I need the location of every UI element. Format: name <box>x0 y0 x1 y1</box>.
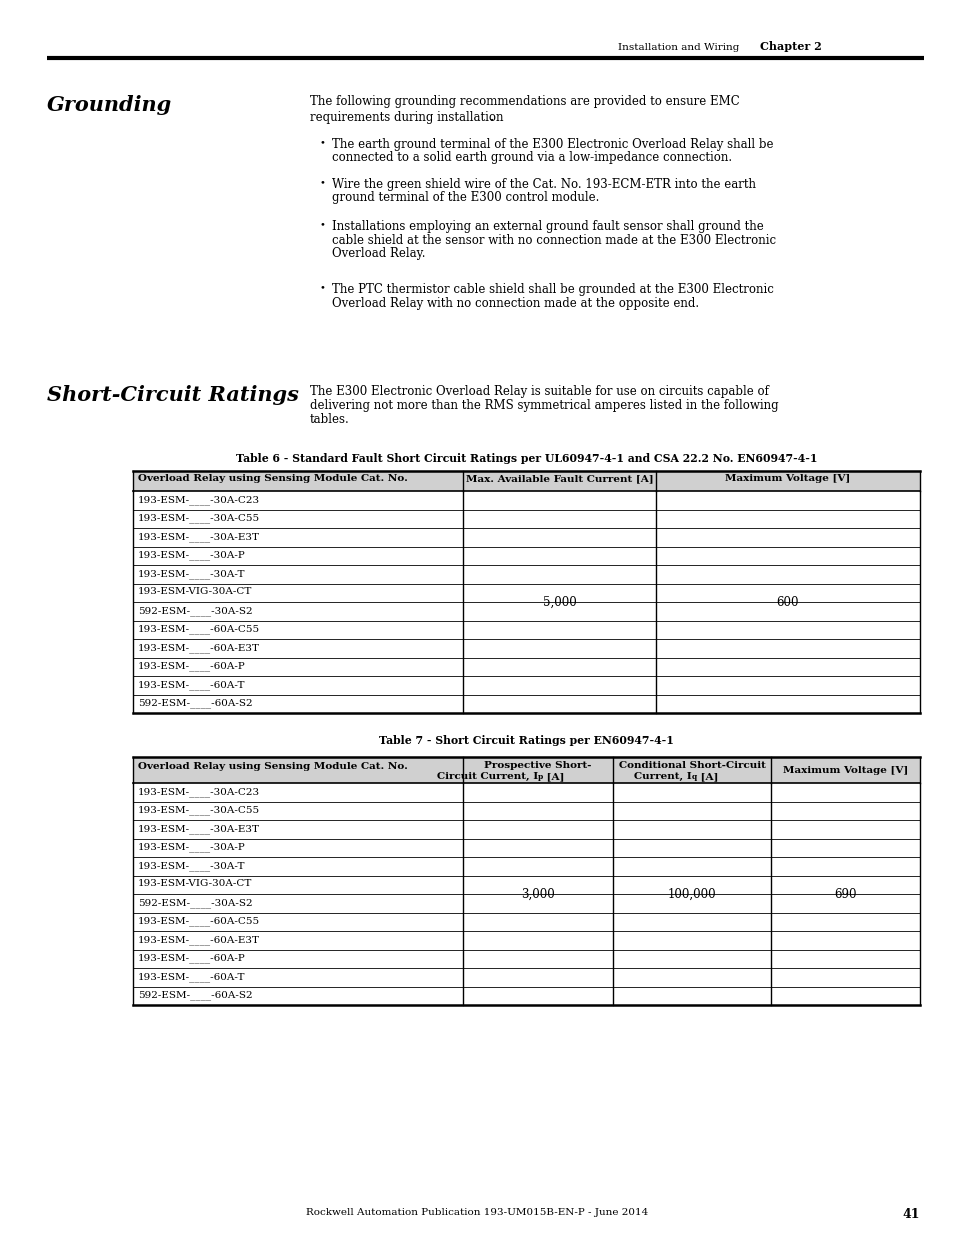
Text: 193-ESM-____-30A-P: 193-ESM-____-30A-P <box>138 842 246 852</box>
Text: p: p <box>537 773 542 781</box>
Text: Wire the green shield wire of the Cat. No. 193-ECM-ETR into the earth: Wire the green shield wire of the Cat. N… <box>332 178 755 191</box>
Text: 5,000: 5,000 <box>542 595 576 609</box>
Text: •: • <box>318 283 325 291</box>
Text: 592-ESM-____-60A-S2: 592-ESM-____-60A-S2 <box>138 699 253 708</box>
Text: •: • <box>318 220 325 228</box>
Text: The earth ground terminal of the E300 Electronic Overload Relay shall be: The earth ground terminal of the E300 El… <box>332 138 773 151</box>
Text: 690: 690 <box>833 888 856 900</box>
Text: Current, I: Current, I <box>634 772 691 781</box>
Text: Rockwell Automation Publication 193-UM015B-EN-P - June 2014: Rockwell Automation Publication 193-UM01… <box>306 1208 647 1216</box>
Text: 193-ESM-____-30A-C55: 193-ESM-____-30A-C55 <box>138 805 260 815</box>
Text: 3,000: 3,000 <box>520 888 555 900</box>
Text: The PTC thermistor cable shield shall be grounded at the E300 Electronic: The PTC thermistor cable shield shall be… <box>332 283 773 296</box>
Text: Overload Relay using Sensing Module Cat. No.: Overload Relay using Sensing Module Cat.… <box>138 762 408 771</box>
Text: Prospective Short-: Prospective Short- <box>484 761 591 769</box>
Text: •: • <box>318 138 325 147</box>
Text: Conditional Short-Circuit: Conditional Short-Circuit <box>618 761 764 769</box>
Text: Maximum Voltage [V]: Maximum Voltage [V] <box>782 766 907 776</box>
Text: 592-ESM-____-60A-S2: 592-ESM-____-60A-S2 <box>138 990 253 1000</box>
Text: 193-ESM-____-30A-P: 193-ESM-____-30A-P <box>138 551 246 561</box>
Text: ground terminal of the E300 control module.: ground terminal of the E300 control modu… <box>332 191 598 205</box>
Text: Table 7 - Short Circuit Ratings per EN60947-4-1: Table 7 - Short Circuit Ratings per EN60… <box>378 735 673 746</box>
Text: 193-ESM-____-30A-T: 193-ESM-____-30A-T <box>138 861 245 871</box>
Text: 592-ESM-____-30A-S2: 592-ESM-____-30A-S2 <box>138 606 253 616</box>
Text: Installation and Wiring: Installation and Wiring <box>618 42 739 52</box>
Text: Overload Relay.: Overload Relay. <box>332 247 425 261</box>
Text: Maximum Voltage [V]: Maximum Voltage [V] <box>724 474 850 483</box>
Text: [A]: [A] <box>542 772 564 781</box>
Text: 193-ESM-____-30A-E3T: 193-ESM-____-30A-E3T <box>138 532 260 542</box>
Text: 193-ESM-____-60A-P: 193-ESM-____-60A-P <box>138 953 246 963</box>
Text: 193-ESM-____-30A-E3T: 193-ESM-____-30A-E3T <box>138 824 260 834</box>
Text: Grounding: Grounding <box>47 95 172 115</box>
Text: Installations employing an external ground fault sensor shall ground the: Installations employing an external grou… <box>332 220 763 233</box>
Bar <box>132 757 919 783</box>
Text: 193-ESM-____-60A-C55: 193-ESM-____-60A-C55 <box>138 625 260 635</box>
Text: cable shield at the sensor with no connection made at the E300 Electronic: cable shield at the sensor with no conne… <box>332 233 776 247</box>
Text: 193-ESM-VIG-30A-CT: 193-ESM-VIG-30A-CT <box>138 588 253 597</box>
Text: Max. Available Fault Current [A]: Max. Available Fault Current [A] <box>465 474 653 483</box>
Text: •: • <box>318 178 325 186</box>
Text: Overload Relay with no connection made at the opposite end.: Overload Relay with no connection made a… <box>332 296 699 310</box>
Text: 193-ESM-____-60A-T: 193-ESM-____-60A-T <box>138 972 245 982</box>
Text: 193-ESM-____-60A-T: 193-ESM-____-60A-T <box>138 680 245 689</box>
Text: Short-Circuit Ratings: Short-Circuit Ratings <box>47 385 298 405</box>
Text: 193-ESM-____-60A-E3T: 193-ESM-____-60A-E3T <box>138 935 260 945</box>
Text: connected to a solid earth ground via a low-impedance connection.: connected to a solid earth ground via a … <box>332 152 731 164</box>
Text: The following grounding recommendations are provided to ensure EMC: The following grounding recommendations … <box>310 95 739 107</box>
Text: requirements during installation: requirements during installation <box>310 111 503 124</box>
Text: delivering not more than the RMS symmetrical amperes listed in the following: delivering not more than the RMS symmetr… <box>310 399 778 412</box>
Text: tables.: tables. <box>310 412 350 426</box>
Text: 193-ESM-____-30A-C55: 193-ESM-____-30A-C55 <box>138 514 260 524</box>
Text: Overload Relay using Sensing Module Cat. No.: Overload Relay using Sensing Module Cat.… <box>138 474 408 483</box>
Text: 193-ESM-VIG-30A-CT: 193-ESM-VIG-30A-CT <box>138 879 253 888</box>
Text: Table 6 - Standard Fault Short Circuit Ratings per UL60947-4-1 and CSA 22.2 No. : Table 6 - Standard Fault Short Circuit R… <box>235 453 817 464</box>
Text: The E300 Electronic Overload Relay is suitable for use on circuits capable of: The E300 Electronic Overload Relay is su… <box>310 385 768 398</box>
Text: 100,000: 100,000 <box>667 888 716 900</box>
Text: 193-ESM-____-60A-C55: 193-ESM-____-60A-C55 <box>138 916 260 926</box>
Text: .: . <box>490 111 494 124</box>
Bar <box>132 471 919 492</box>
Text: 600: 600 <box>776 595 799 609</box>
Text: 193-ESM-____-30A-C23: 193-ESM-____-30A-C23 <box>138 787 260 797</box>
Text: q: q <box>691 773 697 781</box>
Text: 41: 41 <box>902 1208 919 1221</box>
Text: 193-ESM-____-60A-P: 193-ESM-____-60A-P <box>138 662 246 671</box>
Text: Circuit Current, I: Circuit Current, I <box>436 772 537 781</box>
Text: 592-ESM-____-30A-S2: 592-ESM-____-30A-S2 <box>138 898 253 908</box>
Text: [A]: [A] <box>697 772 718 781</box>
Text: 193-ESM-____-60A-E3T: 193-ESM-____-60A-E3T <box>138 643 260 652</box>
Text: 193-ESM-____-30A-T: 193-ESM-____-30A-T <box>138 569 245 579</box>
Text: Chapter 2: Chapter 2 <box>760 42 821 53</box>
Text: 193-ESM-____-30A-C23: 193-ESM-____-30A-C23 <box>138 495 260 505</box>
